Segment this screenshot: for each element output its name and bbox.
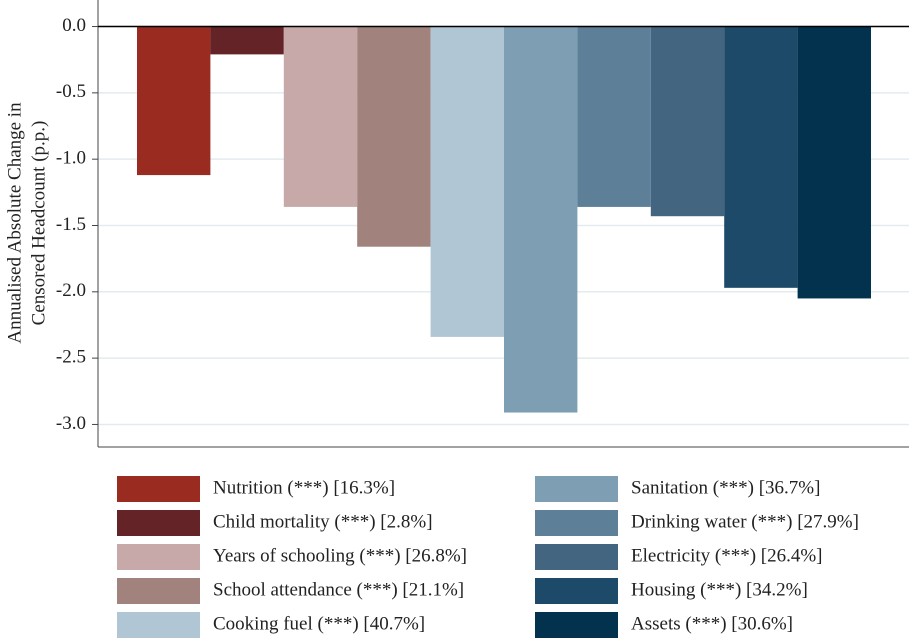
legend-label: Years of schooling (***) [26.8%] (213, 545, 467, 566)
bar (504, 26, 578, 413)
legend-swatch (535, 476, 618, 502)
legend-swatch (535, 544, 618, 570)
bar (430, 26, 504, 337)
legend-swatch (535, 612, 618, 638)
y-tick-label: -2.0 (56, 280, 86, 301)
y-tick-label: -1.5 (56, 214, 86, 235)
y-axis-label: Annualised Absolute Change in (4, 102, 25, 344)
y-tick-label: -2.5 (56, 346, 86, 367)
legend-swatch (117, 612, 200, 638)
legend-swatch (117, 476, 200, 502)
legend-swatch (535, 510, 618, 536)
y-tick-label: -1.0 (56, 148, 86, 169)
legend-label: Cooking fuel (***) [40.7%] (213, 613, 425, 634)
bar (137, 26, 211, 176)
bar (283, 26, 358, 207)
legend-label: Nutrition (***) [16.3%] (213, 477, 395, 498)
legend-swatch (535, 578, 618, 604)
y-tick-label: -3.0 (56, 413, 86, 434)
bar (357, 26, 431, 247)
bar (650, 26, 725, 217)
legend-swatch (117, 578, 200, 604)
legend-label: Drinking water (***) [27.9%] (631, 511, 859, 532)
y-tick-label: 0.0 (62, 15, 86, 36)
legend-label: Housing (***) [34.2%] (631, 579, 808, 600)
bar (210, 26, 284, 55)
legend-label: School attendance (***) [21.1%] (213, 579, 464, 600)
y-tick-label: -0.5 (56, 81, 86, 102)
legend-label: Electricity (***) [26.4%] (631, 545, 823, 566)
legend-swatch (117, 510, 200, 536)
legend-label: Assets (***) [30.6%] (631, 613, 793, 634)
legend-swatch (117, 544, 200, 570)
bar (797, 26, 871, 299)
legend-label: Sanitation (***) [36.7%] (631, 477, 820, 498)
bar (724, 26, 798, 288)
bar (577, 26, 651, 207)
y-axis-label: Censored Headcount (p.p.) (28, 121, 49, 326)
legend-label: Child mortality (***) [2.8%] (213, 511, 433, 532)
